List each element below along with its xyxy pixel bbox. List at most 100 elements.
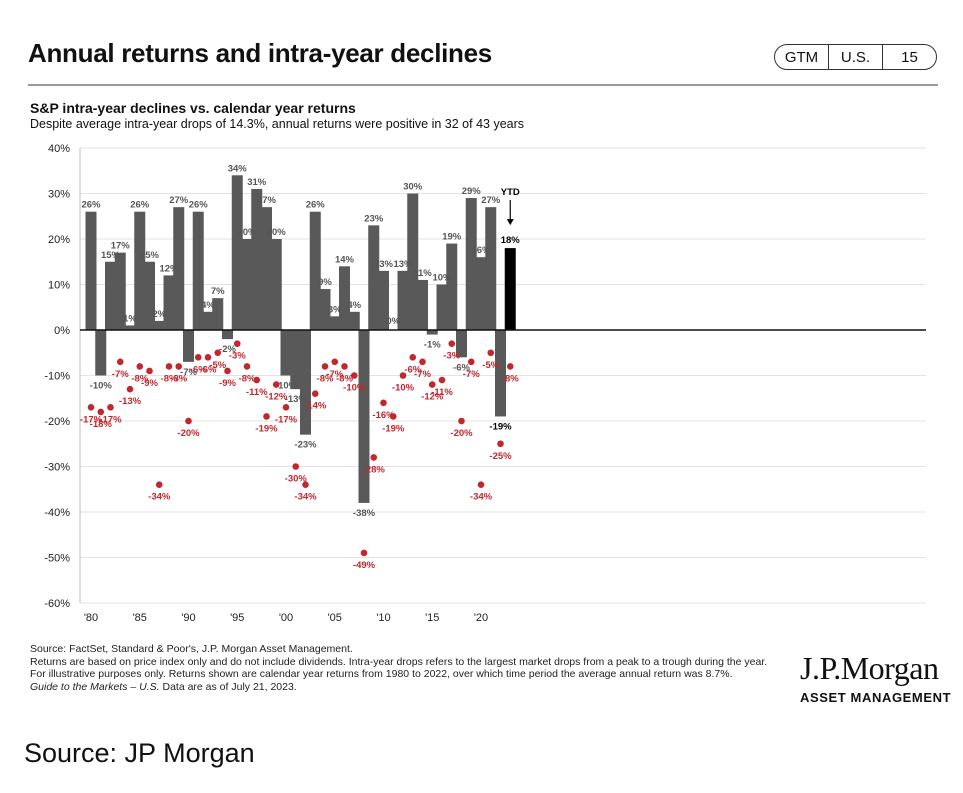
intra-year-decline-label: -3% <box>229 351 246 362</box>
intra-year-decline-label: -10% <box>343 383 366 394</box>
intra-year-decline-label: -10% <box>392 383 415 394</box>
return-bar <box>105 261 116 330</box>
return-bar-label: 0% <box>386 316 400 327</box>
chart-title: S&P intra-year declines vs. calendar yea… <box>30 100 356 116</box>
return-bar-label: 2% <box>152 309 166 320</box>
intra-year-decline-point <box>380 399 387 407</box>
intra-year-decline-label: -17% <box>99 414 122 425</box>
return-bar <box>241 239 253 330</box>
intra-year-decline-point <box>136 363 144 370</box>
footnote-source: Source: FactSet, Standard & Poor's, J.P.… <box>30 643 353 655</box>
return-bar-label: -7% <box>180 367 197 378</box>
return-bar <box>173 207 185 330</box>
chart-subtitle: Despite average intra-year drops of 14.3… <box>30 117 525 131</box>
return-bar-label: 10% <box>432 273 452 284</box>
return-bar-label: 29% <box>462 186 482 197</box>
intra-year-decline-point <box>126 385 134 393</box>
return-bar-label: 15% <box>101 250 121 261</box>
intra-year-decline-point <box>448 340 456 347</box>
badge-region: U.S. <box>828 45 882 69</box>
return-bar <box>417 279 428 330</box>
return-bar <box>261 207 272 330</box>
return-bar <box>368 225 380 330</box>
intra-year-decline-point <box>282 404 290 411</box>
intra-year-decline-point <box>165 363 173 370</box>
return-bar-label: -13% <box>285 394 308 405</box>
intra-year-decline-point <box>87 404 95 411</box>
return-bar <box>426 330 438 335</box>
return-bar <box>475 257 487 330</box>
y-tick-label: -30% <box>44 462 70 474</box>
intra-year-decline-point <box>302 481 309 489</box>
intra-year-decline-label: -14% <box>304 401 327 412</box>
intra-year-decline-label: -17% <box>275 414 298 425</box>
y-tick-label: -20% <box>44 416 70 428</box>
return-bar <box>202 311 214 330</box>
page-title: Annual returns and intra-year declines <box>28 38 492 68</box>
intra-year-decline-label: -12% <box>265 392 288 403</box>
intra-year-decline-point <box>204 354 212 361</box>
intra-year-decline-label: -8% <box>239 373 256 384</box>
intra-year-decline-label: -13% <box>119 396 142 407</box>
intra-year-decline-label: -19% <box>382 423 405 434</box>
return-bar <box>270 239 282 330</box>
intra-year-decline-point <box>389 413 397 420</box>
intra-year-decline-point <box>360 549 368 557</box>
return-bar <box>309 211 321 330</box>
intra-year-decline-label: -6% <box>200 364 217 375</box>
return-bar <box>329 316 341 330</box>
y-tick-label: 20% <box>48 234 70 246</box>
intra-year-decline-label: -34% <box>294 492 317 503</box>
return-bar-label: -10% <box>90 381 113 392</box>
return-bar <box>144 261 155 330</box>
y-tick-label: 40% <box>48 143 70 155</box>
intra-year-decline-label: -30% <box>285 474 308 485</box>
intra-year-decline-point <box>331 358 339 366</box>
intra-year-decline-label: -8% <box>131 373 148 384</box>
return-bar-label: 13% <box>374 259 394 270</box>
return-bar-label: 26% <box>189 200 209 211</box>
return-bar-label: 26% <box>306 200 326 211</box>
y-tick-label: -60% <box>44 598 70 610</box>
intra-year-decline-label: -18% <box>90 419 113 430</box>
x-tick-label: '05 <box>328 612 342 624</box>
intra-year-decline-point <box>458 417 465 425</box>
x-tick-label: '90 <box>181 612 195 624</box>
y-tick-label: -40% <box>44 507 70 519</box>
return-bar-label: 23% <box>364 213 384 224</box>
return-bar-label: 4% <box>201 300 215 311</box>
intra-year-decline-label: -7% <box>326 369 343 380</box>
return-bar-label: 34% <box>228 163 248 174</box>
intra-year-decline-point <box>224 367 231 375</box>
return-bar <box>436 284 448 330</box>
return-bar <box>319 289 331 330</box>
intra-year-decline-point <box>370 454 378 461</box>
return-bar-label: 19% <box>442 232 462 243</box>
return-bar <box>358 330 370 503</box>
intra-year-decline-point <box>487 349 495 357</box>
return-bar <box>114 252 126 330</box>
intra-year-decline-label: -17% <box>80 414 103 425</box>
x-tick-label: '80 <box>84 612 98 624</box>
intra-year-decline-label: -7% <box>112 369 129 380</box>
image-source-caption: Source: JP Morgan <box>24 738 255 768</box>
badge-page-number: 15 <box>882 45 936 69</box>
return-bar <box>300 330 311 435</box>
return-bar-label: -2% <box>219 344 236 355</box>
intra-year-decline-point <box>292 463 300 470</box>
intra-year-decline-point <box>233 340 241 347</box>
ytd-label: YTD <box>501 187 520 198</box>
return-bar <box>95 330 107 376</box>
return-bar <box>504 248 516 330</box>
intra-year-decline-label: -7% <box>463 369 480 380</box>
intra-year-decline-label: -34% <box>470 492 493 503</box>
footnote-guide-date: Data are as of July 21, 2023. <box>159 680 297 693</box>
x-tick-label: '85 <box>133 612 147 624</box>
return-bar-label: 16% <box>471 245 491 256</box>
returns-chart: 40% 30% 20% 10% 0% -10% -20% -30% -40% -50% -60% 26… <box>44 143 926 624</box>
x-tick-label: '20 <box>474 612 488 624</box>
return-bar-label: 17% <box>111 241 131 252</box>
return-bar-label: -23% <box>294 440 317 451</box>
intra-year-decline-point <box>175 363 183 370</box>
return-bar-label: 13% <box>393 259 413 270</box>
